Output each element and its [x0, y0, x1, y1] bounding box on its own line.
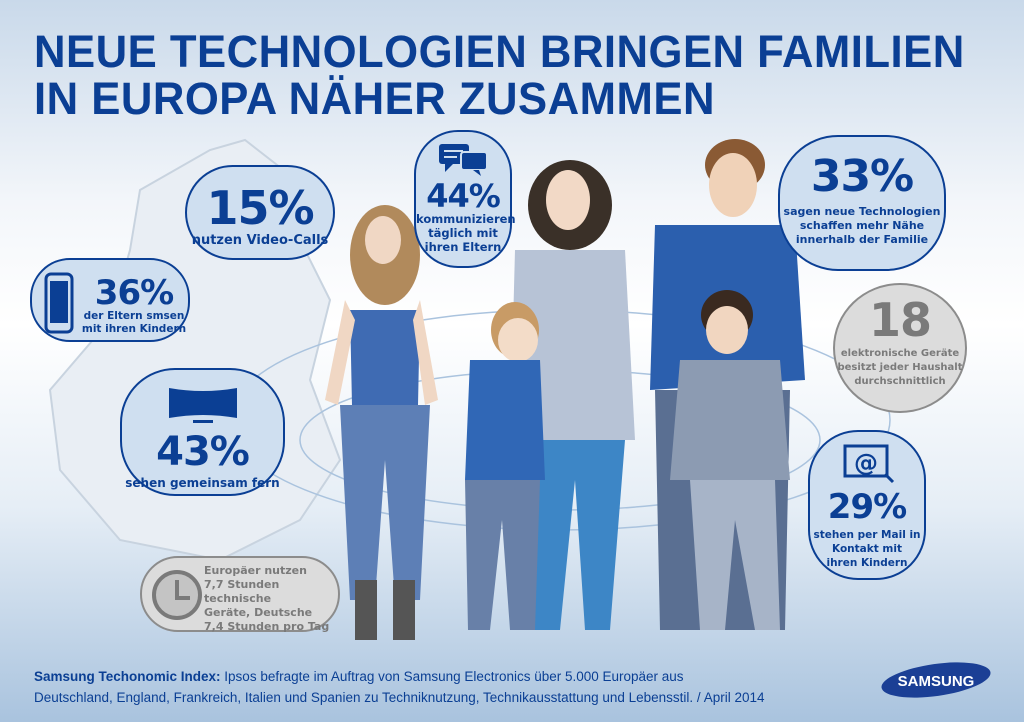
- devices-bubble: 18 elektronische Geräte besitzt jeder Ha…: [833, 283, 967, 413]
- page-title: NEUE TECHNOLOGIEN BRINGEN FAMILIEN IN EU…: [34, 26, 965, 124]
- chat-bubbles-icon: [439, 144, 488, 176]
- tv-icon: [168, 388, 237, 423]
- boy-left-figure: [465, 302, 545, 630]
- video-calls-bubble: 15% nutzen Video-Calls: [185, 165, 335, 260]
- mail-bubble: @ 29% stehen per Mail in Kontakt mit ihr…: [808, 430, 926, 580]
- communicate-bubble: 44% kommunizieren täglich mit ihren Elte…: [414, 130, 516, 268]
- smartphone-icon: [44, 272, 74, 334]
- usage-time-bubble: Europäer nutzen 7,7 Stunden technische G…: [140, 556, 340, 633]
- source-footer: Samsung Techonomic Index: Ipsos befragte…: [34, 669, 765, 705]
- samsung-logo: SAMSUNG: [881, 662, 991, 698]
- boy-right-figure: [670, 290, 790, 630]
- email-at-icon: @: [843, 444, 895, 484]
- svg-text:@: @: [854, 449, 878, 477]
- svg-text:SAMSUNG: SAMSUNG: [898, 673, 975, 690]
- tv-bubble: 43% sehen gemeinsam fern: [120, 368, 285, 496]
- closeness-bubble: 33% sagen neue Technologien schaffen meh…: [778, 135, 946, 271]
- sms-bubble: 36% der Eltern smsen mit ihren Kindern: [30, 258, 190, 342]
- girl-figure: [325, 205, 438, 640]
- clock-icon: [152, 570, 202, 620]
